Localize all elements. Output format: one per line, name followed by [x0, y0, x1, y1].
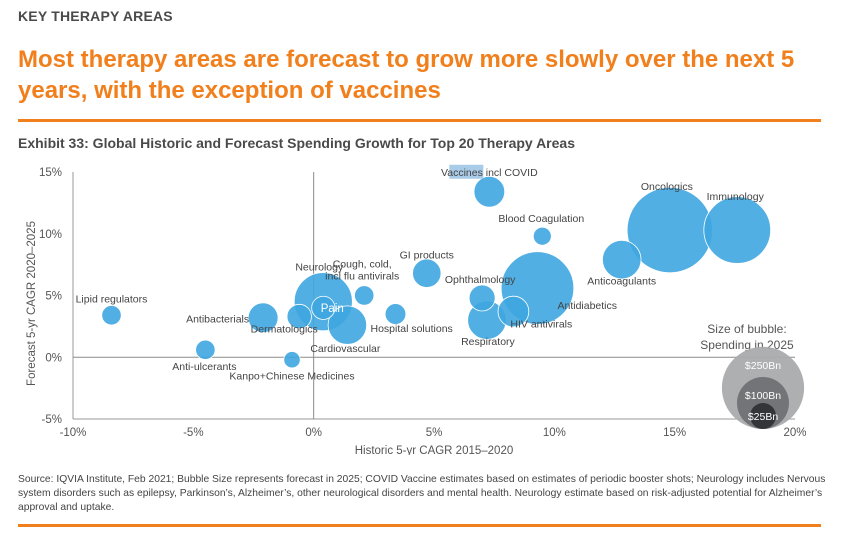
- bubble-point: [473, 175, 506, 208]
- bubble-label: Kanpo+Chinese Medicines: [229, 371, 354, 383]
- bubble-point: [247, 302, 279, 334]
- y-tick-label: 15%: [39, 167, 62, 179]
- x-tick-label: 0%: [305, 427, 322, 439]
- x-tick-label: 20%: [783, 427, 806, 439]
- bubble-label: Immunology: [707, 191, 765, 203]
- bubble-point: [354, 285, 375, 306]
- bubble-label: Neurology: [295, 262, 344, 274]
- bubble-label: Dermatologics: [251, 323, 318, 335]
- x-tick-label: -5%: [183, 427, 203, 439]
- bubble-label: Respiratory: [461, 336, 515, 348]
- chart-axes: -10% -5% 0% 5% 10% 15% 20%-5%0%5%10%15%Histori…: [26, 167, 807, 455]
- legend-bubble-label: $25Bn: [748, 411, 779, 423]
- size-legend: Size of bubble: Spending in 2025 $250Bn $10…: [700, 322, 805, 429]
- bubble-point: [468, 284, 496, 312]
- x-tick-label: 10%: [543, 427, 566, 439]
- bubble-label: Antidiabetics: [557, 300, 617, 312]
- bubble-label: Oncologics: [641, 181, 693, 193]
- x-tick-label: 15%: [663, 427, 686, 439]
- y-tick-label: -5%: [42, 414, 62, 426]
- bubble-label: Cardiovascular: [310, 343, 381, 355]
- bubble-point: [384, 303, 407, 325]
- bubble-label: Anticoagulants: [587, 276, 656, 288]
- bubble-label: Anti-ulcerants: [172, 361, 236, 373]
- label-highlight: [449, 164, 484, 179]
- bubble-label: Ophthalmology: [445, 274, 516, 286]
- y-tick-label: 0%: [45, 352, 62, 364]
- bubble-point: [327, 305, 368, 345]
- exhibit-title: Exhibit 33: Global Historic and Forecast…: [18, 135, 575, 151]
- chart-labels: Vaccines incl COVID Oncologics Immunology B…: [76, 164, 765, 383]
- chart-bubbles: [101, 175, 772, 369]
- x-tick-label: -10%: [60, 427, 87, 439]
- bubble-label: Lipid regulators: [76, 293, 148, 305]
- y-tick-label: 10%: [39, 229, 62, 241]
- y-axis-title: Forecast 5-yr CAGR 2020–2025: [26, 221, 38, 386]
- bubble-point: [283, 351, 301, 369]
- bubble-point: [703, 196, 772, 264]
- bubble-label: Antibacterials: [186, 314, 249, 326]
- y-tick-label: 5%: [45, 291, 62, 303]
- bubble-label: Vaccines incl COVID: [441, 167, 538, 179]
- bubble-point: [195, 339, 216, 360]
- legend-title: Size of bubble:: [707, 322, 786, 336]
- bubble-label: HIV antivirals: [510, 319, 572, 331]
- bubble-point: [497, 295, 530, 328]
- bubble-label: Blood Coagulation: [498, 213, 584, 225]
- legend-bubble-label: $250Bn: [745, 360, 781, 372]
- bubble-label: Pain: [321, 303, 344, 315]
- bubble-point: [532, 226, 552, 246]
- legend-subtitle: Spending in 2025: [700, 338, 794, 352]
- bottom-divider: [18, 524, 821, 527]
- bubble-point: [412, 258, 442, 288]
- bubble-point: [101, 305, 122, 326]
- bubble-label: Hospital solutions: [370, 323, 452, 335]
- top-divider: [18, 119, 821, 122]
- source-note: Source: IQVIA Institute, Feb 2021; Bubbl…: [18, 474, 826, 513]
- bubble-chart: -10% -5% 0% 5% 10% 15% 20%-5%0%5%10%15%Histori…: [26, 164, 807, 455]
- bubble-label: GI products: [400, 249, 454, 261]
- bubble-label: Cough, cold,: [333, 259, 392, 271]
- legend-bubble: [750, 403, 776, 429]
- bubble-label: incl flu antivirals: [325, 271, 399, 283]
- x-axis-title: Historic 5-yr CAGR 2015–2020: [355, 445, 514, 455]
- bubble-point: [286, 303, 312, 330]
- section-kicker: KEY THERAPY AREAS: [18, 8, 173, 24]
- page-headline: Most therapy areas are forecast to grow …: [18, 46, 795, 104]
- legend-bubble-label: $100Bn: [745, 390, 781, 402]
- x-tick-label: 5%: [426, 427, 443, 439]
- bubble-point: [602, 240, 642, 280]
- bubble-point: [311, 295, 336, 320]
